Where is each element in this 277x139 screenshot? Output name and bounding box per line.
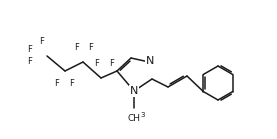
- Text: F: F: [75, 44, 79, 53]
- Text: F: F: [40, 38, 44, 47]
- Text: CH: CH: [127, 114, 140, 123]
- Text: F: F: [28, 58, 32, 66]
- Text: N: N: [146, 56, 154, 66]
- Text: F: F: [94, 59, 99, 68]
- Text: 3: 3: [140, 112, 145, 118]
- Text: F: F: [55, 79, 60, 87]
- Text: F: F: [110, 59, 114, 68]
- Text: N: N: [130, 86, 138, 96]
- Text: F: F: [70, 79, 75, 87]
- Text: F: F: [28, 45, 32, 54]
- Text: F: F: [89, 44, 93, 53]
